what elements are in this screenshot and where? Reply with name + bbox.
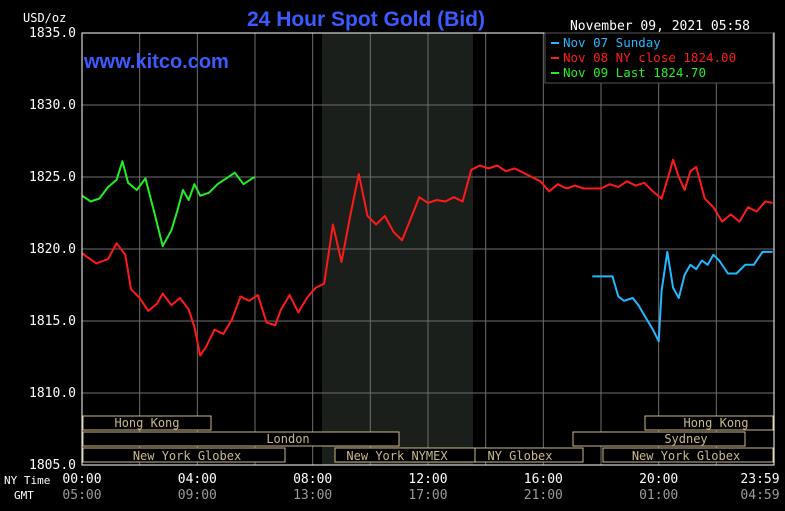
y-tick-label: 1835.0 xyxy=(29,26,76,41)
gmt-tick-label: 01:00 xyxy=(639,488,678,503)
session-box-sydney xyxy=(572,431,746,447)
series-line xyxy=(81,160,256,248)
session-sydney: Sydney xyxy=(664,432,707,446)
ny-time-row-label: NY Time xyxy=(4,474,50,487)
plot-frame xyxy=(81,32,775,466)
ny-time-tick-label: 04:00 xyxy=(178,472,217,487)
legend-entry: Nov 08 NY close 1824.00 xyxy=(563,50,736,65)
session-box-ny-globex-left xyxy=(82,447,286,463)
session-ny-globex-mid: NY Globex xyxy=(487,449,552,463)
session-box-london xyxy=(82,431,400,447)
session-ny-globex-right: New York Globex xyxy=(632,449,740,463)
session-london: London xyxy=(266,432,309,446)
series-line xyxy=(81,158,773,357)
y-tick-label: 1820.0 xyxy=(29,242,76,257)
ny-time-tick-label: 00:00 xyxy=(62,472,101,487)
session-box-ny-globex-mid xyxy=(474,447,584,463)
session-box-ny-globex-right xyxy=(602,447,774,463)
x-axis: NY Time GMT 00:00 04:00 08:00 12:00 16:00 20:… xyxy=(4,472,780,503)
series-line xyxy=(592,250,773,343)
grid xyxy=(82,33,774,465)
ny-time-tick-label: 20:00 xyxy=(639,472,678,487)
gmt-tick-label: 13:00 xyxy=(293,488,332,503)
unit-label: USD/oz xyxy=(23,11,66,25)
gmt-tick-label: 05:00 xyxy=(62,488,101,503)
price-series xyxy=(81,158,773,357)
session-hong-kong-left: Hong Kong xyxy=(114,416,179,430)
session-hong-kong-right: Hong Kong xyxy=(683,416,748,430)
y-tick-label: 1825.0 xyxy=(29,170,76,185)
gmt-tick-label: 17:00 xyxy=(408,488,447,503)
ny-time-tick-label: 12:00 xyxy=(408,472,447,487)
y-axis: 1835.0 1830.0 1825.0 1820.0 1815.0 1810.0 1805… xyxy=(29,26,76,473)
legend-box xyxy=(544,32,774,84)
session-ny-globex-left: New York Globex xyxy=(133,449,241,463)
legend-entry: Nov 09 Last 1824.70 xyxy=(563,65,706,80)
y-tick-label: 1810.0 xyxy=(29,386,76,401)
gmt-row-label: GMT xyxy=(14,489,34,502)
trading-sessions: Hong Kong Hong Kong London Sydney New Yo… xyxy=(82,415,774,463)
gmt-tick-label: 21:00 xyxy=(524,488,563,503)
gmt-tick-label: 09:00 xyxy=(178,488,217,503)
chart-title: 24 Hour Spot Gold (Bid) xyxy=(247,8,485,31)
y-tick-label: 1830.0 xyxy=(29,98,76,113)
timestamp: November 09, 2021 05:58 xyxy=(570,19,750,34)
y-tick-label: 1805.0 xyxy=(29,458,76,473)
kitco-watermark: www.kitco.com xyxy=(83,51,229,73)
session-box-hong-kong-right xyxy=(644,415,774,431)
gmt-tick-label: 04:59 xyxy=(740,488,779,503)
y-tick-label: 1815.0 xyxy=(29,314,76,329)
ny-time-tick-label: 16:00 xyxy=(524,472,563,487)
session-ny-nymex: New York NYMEX xyxy=(346,449,448,463)
ny-time-tick-label: 23:59 xyxy=(740,472,779,487)
session-box-hong-kong-left xyxy=(82,415,212,431)
ny-time-tick-label: 08:00 xyxy=(293,472,332,487)
legend-entry: Nov 07 Sunday xyxy=(563,35,661,50)
